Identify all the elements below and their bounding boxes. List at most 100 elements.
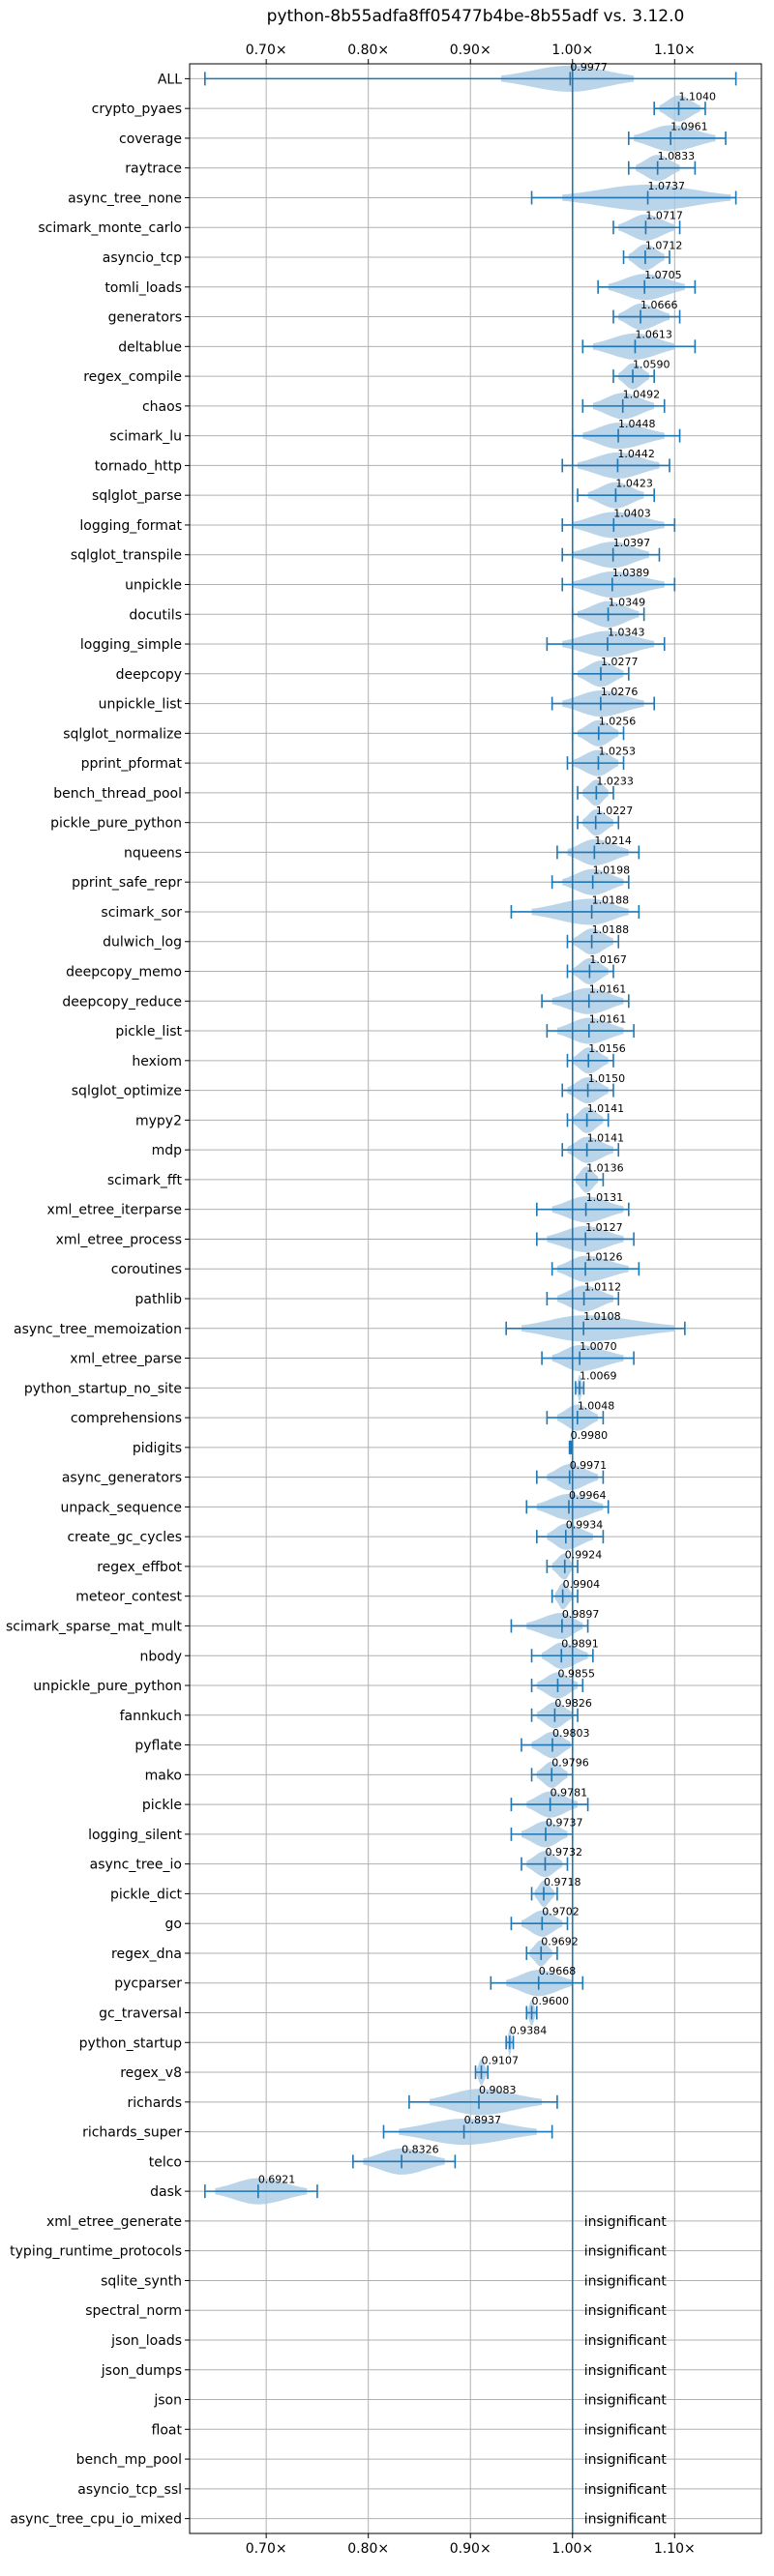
value-label: 0.9904 [563, 1578, 601, 1591]
value-label: 1.0198 [593, 864, 631, 877]
value-label: 1.0126 [585, 1251, 623, 1264]
benchmark-label: scimark_lu [109, 429, 182, 445]
value-label: 0.9971 [570, 1459, 608, 1472]
value-label: 0.9107 [482, 2054, 519, 2066]
value-label: 0.9668 [539, 1965, 577, 1977]
benchmark-label: bench_thread_pool [53, 786, 182, 802]
value-label: 1.1040 [679, 91, 717, 103]
value-label: 0.9803 [552, 1727, 590, 1740]
benchmark-label: python_startup [79, 2035, 182, 2051]
chart-title: python-8b55adfa8ff05477b4be-8b55adf vs. … [267, 7, 685, 26]
benchmark-label: telco [149, 2154, 182, 2170]
value-label: 1.0069 [580, 1370, 617, 1383]
value-label: 1.0492 [623, 388, 661, 400]
benchmark-label: float [152, 2422, 183, 2438]
value-label: 1.0442 [617, 448, 655, 460]
value-label: 0.9384 [510, 2025, 548, 2037]
insignificant-label: insignificant [584, 2333, 668, 2349]
insignificant-label: insignificant [584, 2422, 668, 2438]
benchmark-label: mypy2 [135, 1113, 182, 1128]
benchmark-label: logging_silent [88, 1828, 182, 1843]
benchmark-label: xml_etree_process [56, 1232, 182, 1247]
benchmark-label: scimark_sor [101, 905, 182, 921]
benchmark-label: sqlglot_parse [92, 488, 182, 504]
benchmark-label: asyncio_tcp [103, 250, 182, 266]
value-label: 1.0590 [633, 358, 670, 370]
benchmark-label: go [165, 1917, 182, 1932]
benchmark-label: scimark_monte_carlo [38, 220, 182, 236]
value-label: 1.0961 [670, 120, 708, 132]
benchmark-label: hexiom [132, 1054, 182, 1069]
value-label: 0.9934 [566, 1519, 604, 1532]
benchmark-label: pickle_list [115, 1024, 182, 1039]
benchmark-label: comprehensions [71, 1411, 182, 1426]
benchmark-label: scimark_fft [107, 1173, 183, 1188]
value-label: 0.8326 [402, 2144, 439, 2156]
value-label: 1.0161 [589, 983, 627, 996]
benchmark-label: json_dumps [101, 2363, 182, 2379]
insignificant-label: insignificant [584, 2244, 668, 2260]
value-label: 1.0161 [589, 1012, 627, 1025]
benchmark-label: pyflate [134, 1739, 182, 1754]
benchmark-label: async_tree_io [90, 1858, 182, 1873]
benchmark-label: coroutines [111, 1262, 182, 1277]
value-label: 1.0397 [613, 537, 651, 549]
benchmark-label: regex_effbot [97, 1560, 182, 1575]
benchmark-label: sqlglot_optimize [72, 1084, 182, 1099]
benchmark-label: create_gc_cycles [67, 1530, 182, 1545]
value-label: 1.0188 [592, 893, 630, 906]
benchmark-label: gc_traversal [99, 2006, 182, 2022]
value-label: 1.0712 [645, 239, 683, 251]
value-label: 1.0276 [601, 686, 639, 698]
value-label: 1.0256 [599, 716, 637, 728]
benchmark-label: async_tree_none [68, 190, 182, 206]
benchmark-label: sqlglot_normalize [63, 726, 182, 742]
x-tick-label-top: 1.10× [654, 43, 696, 58]
benchmark-label: pickle_pure_python [50, 816, 182, 832]
value-label: 1.0666 [640, 299, 678, 311]
value-label: 1.0613 [635, 329, 672, 341]
value-label: 0.9924 [565, 1548, 603, 1561]
value-label: 0.6921 [258, 2174, 296, 2186]
benchmark-label: xml_etree_iterparse [47, 1203, 182, 1218]
benchmark-label: nqueens [124, 845, 182, 861]
benchmark-label: unpack_sequence [61, 1500, 182, 1515]
benchmark-label: asyncio_tcp_ssl [77, 2482, 182, 2498]
value-label: 1.0389 [612, 567, 650, 579]
insignificant-label: insignificant [584, 2214, 668, 2230]
value-label: 1.0188 [592, 923, 630, 936]
benchmark-label: json_loads [110, 2333, 182, 2349]
value-label: 1.0156 [588, 1042, 626, 1055]
value-label: 1.0343 [608, 626, 645, 638]
benchmark-label: dask [150, 2184, 183, 2200]
value-label: 1.0737 [648, 180, 686, 192]
benchmark-label: regex_v8 [120, 2065, 182, 2081]
value-label: 1.0048 [578, 1399, 615, 1412]
benchmark-label: typing_runtime_protocols [10, 2244, 182, 2260]
benchmark-label: crypto_pyaes [92, 102, 182, 117]
insignificant-label: insignificant [584, 2512, 668, 2528]
benchmark-label: docutils [129, 607, 182, 623]
value-label: 0.9964 [569, 1489, 607, 1502]
benchmark-label: tomli_loads [104, 280, 182, 296]
value-label: 0.9826 [554, 1697, 592, 1710]
benchmark-label: scimark_sparse_mat_mult [6, 1619, 182, 1634]
x-tick-label-top: 0.90× [450, 43, 491, 58]
benchmark-label: json [153, 2393, 182, 2409]
benchmark-label: generators [108, 310, 182, 326]
benchmark-label: unpickle_list [99, 697, 183, 713]
benchmark-label: chaos [142, 399, 182, 415]
value-label: 1.0705 [644, 269, 682, 281]
benchmark-label: deepcopy_reduce [62, 994, 182, 1010]
value-label: 1.0233 [596, 775, 634, 787]
value-label: 1.0448 [618, 418, 656, 430]
x-tick-label-top: 0.80× [347, 43, 389, 58]
benchmark-label: async_tree_cpu_io_mixed [10, 2512, 182, 2528]
benchmark-label: regex_compile [83, 369, 182, 385]
benchmark-label: fannkuch [120, 1709, 182, 1724]
x-tick-label-bottom: 0.90× [450, 2541, 491, 2557]
value-label: 1.0253 [598, 746, 636, 758]
benchmark-label: mdp [152, 1143, 183, 1158]
